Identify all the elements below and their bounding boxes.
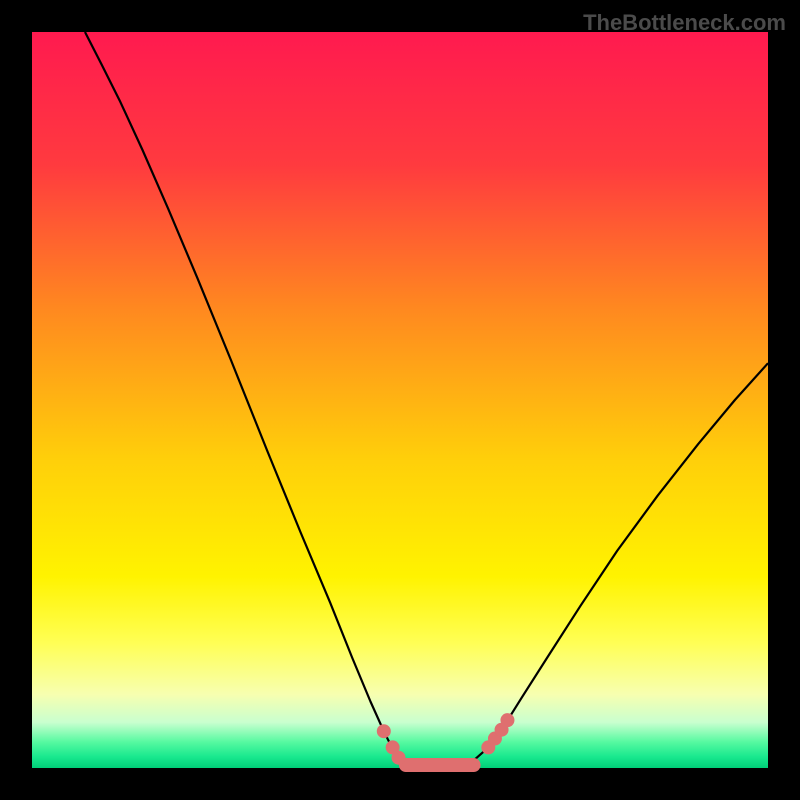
chart-svg bbox=[0, 0, 800, 800]
marker-dot bbox=[500, 713, 514, 727]
marker-dot bbox=[377, 724, 391, 738]
chart-frame: TheBottleneck.com bbox=[0, 0, 800, 800]
watermark-text: TheBottleneck.com bbox=[583, 10, 786, 36]
marker-dot bbox=[392, 751, 406, 765]
gradient-fill bbox=[32, 32, 768, 768]
